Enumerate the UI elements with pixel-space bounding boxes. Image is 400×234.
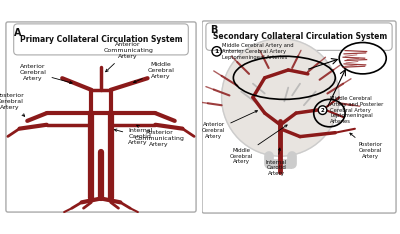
Text: Anterior
Cerebral
Artery: Anterior Cerebral Artery (202, 111, 258, 139)
FancyBboxPatch shape (6, 22, 196, 212)
Text: Anterior
Communicating
Artery: Anterior Communicating Artery (103, 42, 153, 72)
Ellipse shape (339, 43, 386, 74)
FancyBboxPatch shape (14, 24, 188, 55)
Circle shape (318, 106, 327, 114)
Circle shape (222, 39, 339, 156)
Text: Middle Cerebral Artery and
Anterier Cerebral Artery
Leptomeningeal Arteries: Middle Cerebral Artery and Anterier Cere… (222, 43, 293, 60)
Text: Internal
Carotid
Artery: Internal Carotid Artery (114, 128, 152, 145)
Text: Posterior
Cerebral
Artery: Posterior Cerebral Artery (350, 133, 383, 159)
Text: Middle
Cerebral
Artery: Middle Cerebral Artery (134, 62, 174, 83)
Text: 2: 2 (321, 108, 324, 113)
Text: Posterior
Communicating
Artery: Posterior Communicating Artery (134, 125, 184, 147)
Text: B: B (210, 25, 217, 35)
Text: 1: 1 (214, 49, 219, 54)
Text: Middle
Cerebral
Artery: Middle Cerebral Artery (230, 125, 287, 165)
FancyBboxPatch shape (206, 23, 392, 50)
Text: Anastomosis: Anastomosis (345, 63, 380, 68)
Text: Secondary Collateral Circulation System: Secondary Collateral Circulation System (213, 32, 387, 41)
FancyBboxPatch shape (202, 21, 396, 213)
Text: A: A (14, 28, 21, 38)
Text: Anterior
Cerebral
Artery: Anterior Cerebral Artery (20, 64, 72, 84)
Text: Primary Collateral Circulation System: Primary Collateral Circulation System (20, 35, 182, 44)
Text: Internal
Carotid
Artery: Internal Carotid Artery (266, 148, 287, 176)
Text: Posterior
Cerebral
Artery: Posterior Cerebral Artery (0, 93, 25, 116)
Text: Middle Cerebral
Artery and Posterier
Cerebral Artery
Leptomeningeal
Arteries: Middle Cerebral Artery and Posterier Cer… (330, 96, 384, 124)
